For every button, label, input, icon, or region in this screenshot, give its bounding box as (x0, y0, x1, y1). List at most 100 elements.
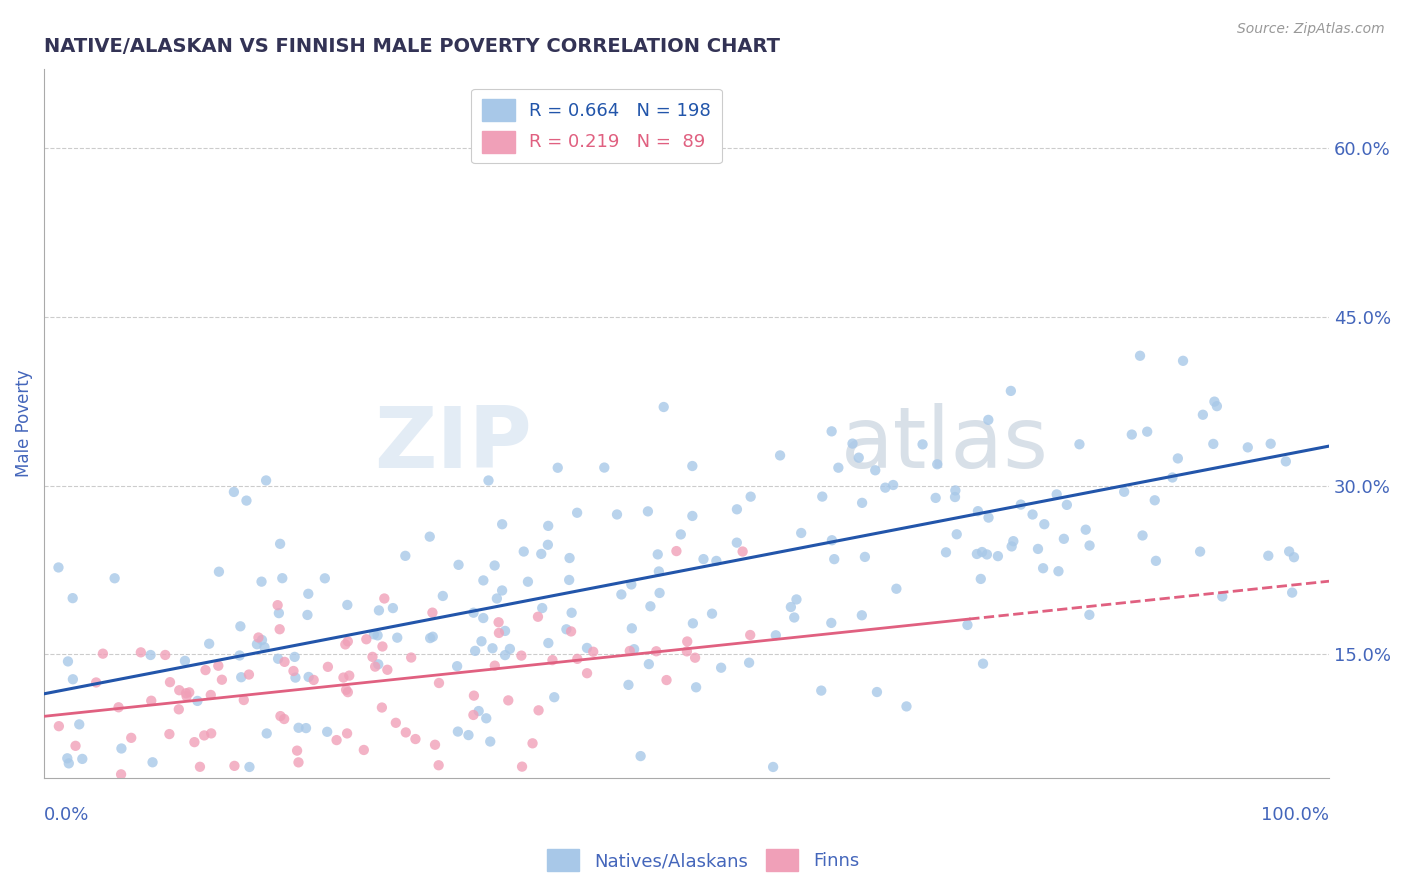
Point (491, 517, 513, 532)
Point (208, 565, 231, 579)
Point (295, 721, 318, 735)
Point (1010, 498, 1032, 512)
Point (972, 657, 994, 671)
Point (977, 413, 1000, 427)
Point (269, 709, 291, 723)
Point (710, 661, 733, 675)
Point (176, 690, 198, 704)
Point (821, 533, 844, 548)
Point (200, 688, 222, 702)
Point (820, 615, 842, 630)
Point (648, 565, 671, 579)
Point (1000, 384, 1022, 398)
Point (853, 549, 876, 564)
Point (769, 449, 792, 463)
Point (725, 502, 748, 516)
Point (1189, 544, 1212, 558)
Point (537, 519, 560, 533)
Point (58, 756, 80, 771)
Point (404, 732, 426, 747)
Point (387, 631, 409, 645)
Point (419, 530, 441, 544)
Point (956, 618, 979, 632)
Point (284, 671, 307, 685)
Point (297, 670, 319, 684)
Point (481, 641, 503, 656)
Point (325, 733, 347, 747)
Point (987, 549, 1010, 563)
Point (457, 728, 479, 742)
Point (783, 610, 806, 624)
Point (488, 615, 510, 630)
Point (943, 490, 966, 504)
Point (477, 474, 499, 488)
Point (866, 685, 889, 699)
Point (120, 731, 142, 745)
Point (1114, 484, 1136, 499)
Point (780, 600, 803, 615)
Point (183, 735, 205, 749)
Point (606, 508, 628, 522)
Point (200, 726, 222, 740)
Point (1167, 451, 1189, 466)
Point (336, 598, 359, 612)
Point (510, 759, 533, 773)
Point (167, 702, 190, 716)
Point (704, 554, 727, 568)
Point (619, 644, 641, 658)
Point (620, 621, 643, 635)
Point (785, 592, 807, 607)
Point (537, 636, 560, 650)
Point (1021, 508, 1043, 522)
Point (977, 510, 1000, 524)
Point (1053, 532, 1076, 546)
Point (648, 586, 671, 600)
Point (827, 460, 849, 475)
Point (1121, 427, 1143, 442)
Point (491, 583, 513, 598)
Point (740, 628, 762, 642)
Point (475, 711, 498, 725)
Point (267, 606, 290, 620)
Point (1046, 487, 1069, 501)
Text: atlas: atlas (841, 403, 1049, 486)
Point (924, 491, 946, 505)
Point (446, 659, 468, 673)
Point (700, 607, 723, 621)
Point (422, 606, 444, 620)
Point (530, 547, 553, 561)
Point (537, 538, 560, 552)
Point (110, 767, 132, 781)
Point (422, 630, 444, 644)
Point (516, 574, 538, 589)
Point (575, 640, 598, 655)
Point (269, 537, 291, 551)
Point (269, 622, 291, 636)
Point (1143, 493, 1166, 508)
Point (1204, 394, 1226, 409)
Point (107, 700, 129, 714)
Point (896, 699, 918, 714)
Text: 0.0%: 0.0% (44, 806, 90, 824)
Point (1278, 544, 1301, 558)
Point (297, 587, 319, 601)
Point (427, 758, 450, 772)
Point (157, 727, 180, 741)
Point (555, 622, 578, 636)
Point (91, 647, 114, 661)
Point (731, 544, 754, 558)
Point (1129, 349, 1152, 363)
Point (394, 549, 416, 563)
Point (463, 689, 485, 703)
Point (558, 573, 581, 587)
Point (427, 676, 450, 690)
Point (762, 760, 785, 774)
Point (865, 463, 887, 477)
Point (576, 666, 599, 681)
Point (682, 616, 704, 631)
Point (561, 606, 583, 620)
Point (945, 527, 967, 541)
Point (110, 741, 132, 756)
Point (271, 571, 294, 585)
Point (1078, 539, 1101, 553)
